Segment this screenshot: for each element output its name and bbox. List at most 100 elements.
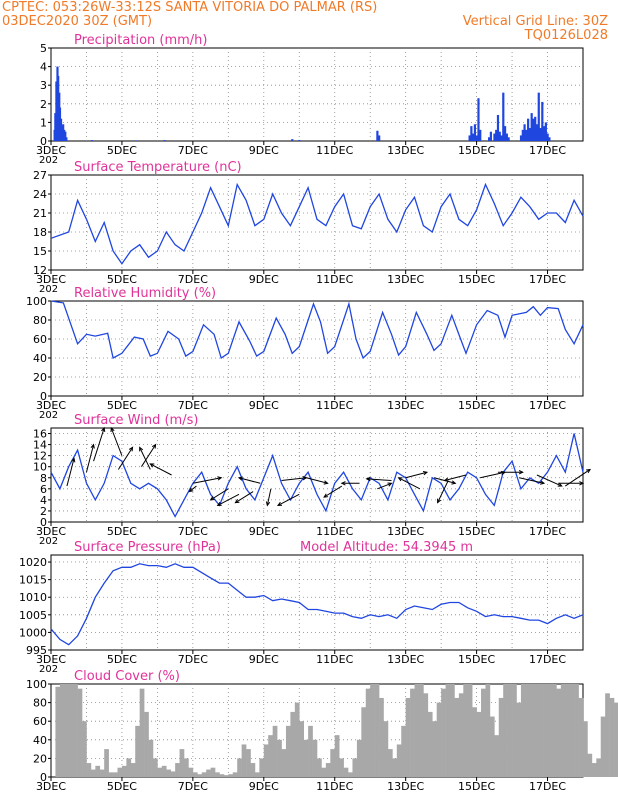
wind-arrow-shaft	[437, 480, 449, 503]
humidity-ytick-label: 80	[33, 314, 47, 327]
cloud-bar	[374, 684, 380, 777]
temperature-ytick-label: 27	[33, 169, 47, 182]
pressure-frame	[50, 554, 584, 651]
precip-bar	[532, 118, 535, 141]
cloud-cover-xtick-label: 13DEC	[387, 780, 424, 793]
wind-arrow-head	[216, 501, 222, 506]
cloud-bar	[77, 688, 83, 777]
wind-xtick-label: 7DEC	[178, 525, 208, 538]
temperature-ytick-label: 21	[33, 207, 47, 220]
cloud-bar	[299, 721, 304, 777]
wind-arrow-shaft	[93, 427, 105, 462]
wind-ytick-label: 4	[40, 494, 47, 507]
wind-xtick-label: 9DEC	[249, 525, 279, 538]
wind-arrow-shaft	[281, 477, 307, 482]
cloud-bar	[246, 749, 251, 777]
wind-arrow	[443, 474, 467, 482]
cloud-cover-xtick-label: 11DEC	[316, 780, 353, 793]
wind-ytick-label: 12	[33, 450, 47, 463]
precip-bar	[541, 101, 544, 141]
humidity-overflow-label: 202	[39, 410, 58, 421]
pressure-xtick-label: 13DEC	[387, 653, 424, 666]
cloud-bar	[281, 749, 287, 777]
cloud-bar	[339, 758, 344, 777]
temperature-ytick-label: 15	[33, 245, 47, 258]
precipitation-panel: 0 1 2 3 4 5 3DEC 5DEC 7DEC 9DEC 11DEC 13DEC 15DEC 17D…	[36, 33, 584, 166]
cloud-bar	[591, 763, 597, 777]
cloud-bar	[365, 688, 371, 777]
wind-arrow-shaft	[536, 474, 562, 487]
cloud-bar	[197, 774, 203, 777]
wind-arrow-head	[422, 470, 429, 476]
pressure-ytick-label: 1015	[19, 574, 47, 587]
cloud-cover-title: Cloud Cover (%)	[74, 669, 180, 684]
cloud-bar	[290, 711, 296, 777]
cloud-bar	[556, 688, 562, 777]
wind-arrow	[234, 491, 254, 504]
temperature-xtick-label: 7DEC	[178, 273, 208, 286]
cloud-bar	[379, 697, 384, 777]
cloud-bar	[529, 684, 535, 777]
precip-bar	[544, 122, 547, 141]
precip-bar	[488, 137, 491, 141]
wind-arrow-head	[110, 426, 115, 433]
wind-arrow-head	[128, 446, 134, 452]
wind-arrow-head	[237, 476, 243, 481]
cloud-bar	[383, 721, 389, 777]
pressure-xtick-label: 15DEC	[458, 653, 495, 666]
cloud-bar	[401, 725, 406, 777]
precip-bar	[64, 131, 67, 141]
precip-bar	[378, 135, 381, 141]
cloud-cover-xtick-label: 7DEC	[178, 780, 208, 793]
precip-bar	[135, 140, 138, 141]
cloud-bar	[219, 774, 225, 777]
precipitation-frame	[50, 47, 584, 142]
chart-header: CPTEC: 053:26W-33:12S SANTA VITORIA DO P…	[0, 0, 618, 48]
cloud-bar	[144, 711, 149, 777]
precip-bar	[527, 118, 530, 141]
cloud-bar	[441, 688, 446, 777]
wind-xtick-label: 3DEC	[36, 525, 66, 538]
cloud-bar	[583, 721, 588, 777]
temperature-xtick-label: 15DEC	[458, 273, 495, 286]
cloud-bar	[600, 716, 606, 777]
cloud-cover-ytick-label: 60	[33, 715, 47, 728]
precip-bar	[479, 129, 482, 141]
cloud-cover-panel: 0 20 40 60 80 100 3DEC 5DEC 7DEC 9DEC 11DEC 13DEC 15…	[26, 669, 618, 793]
cloud-bar	[126, 758, 132, 777]
wind-arrow	[437, 480, 449, 504]
wind-arrow-head	[151, 443, 157, 449]
temperature-xtick-label: 9DEC	[249, 273, 279, 286]
precip-bar	[493, 133, 496, 141]
wind-arrow-head	[437, 498, 442, 504]
cloud-bar	[104, 749, 109, 777]
wind-arrow-head	[365, 476, 371, 482]
wind-arrow	[276, 493, 300, 506]
wind-arrow-shaft	[235, 491, 254, 504]
cloud-bar	[543, 684, 548, 777]
wind-arrow	[192, 476, 223, 484]
wind-arrow	[117, 446, 134, 470]
pressure-xtick-label: 11DEC	[316, 653, 353, 666]
cloud-bar	[427, 711, 433, 777]
cloud-bar	[485, 684, 491, 777]
humidity-xtick-label: 7DEC	[178, 399, 208, 412]
wind-arrow	[365, 476, 392, 482]
cloud-bar	[259, 758, 265, 777]
wind-arrow	[237, 476, 261, 484]
precip-bar	[472, 133, 475, 141]
humidity-ytick-label: 40	[33, 352, 47, 365]
temperature-xtick-label: 11DEC	[316, 273, 353, 286]
wind-arrow	[306, 477, 329, 485]
wind-arrow	[85, 443, 95, 473]
station-title: CPTEC: 053:26W-33:12S SANTA VITORIA DO P…	[2, 0, 378, 15]
temperature-ytick-label: 18	[33, 226, 47, 239]
wind-arrow-head	[557, 482, 563, 487]
wind-arrow-head	[579, 481, 585, 486]
precip-bar	[163, 140, 166, 141]
wind-arrow-shaft	[405, 471, 428, 479]
cloud-bar	[59, 684, 65, 777]
pressure-title: Surface Pressure (hPa)	[74, 540, 221, 555]
cloud-bar	[113, 772, 118, 777]
precip-bar	[519, 135, 523, 141]
